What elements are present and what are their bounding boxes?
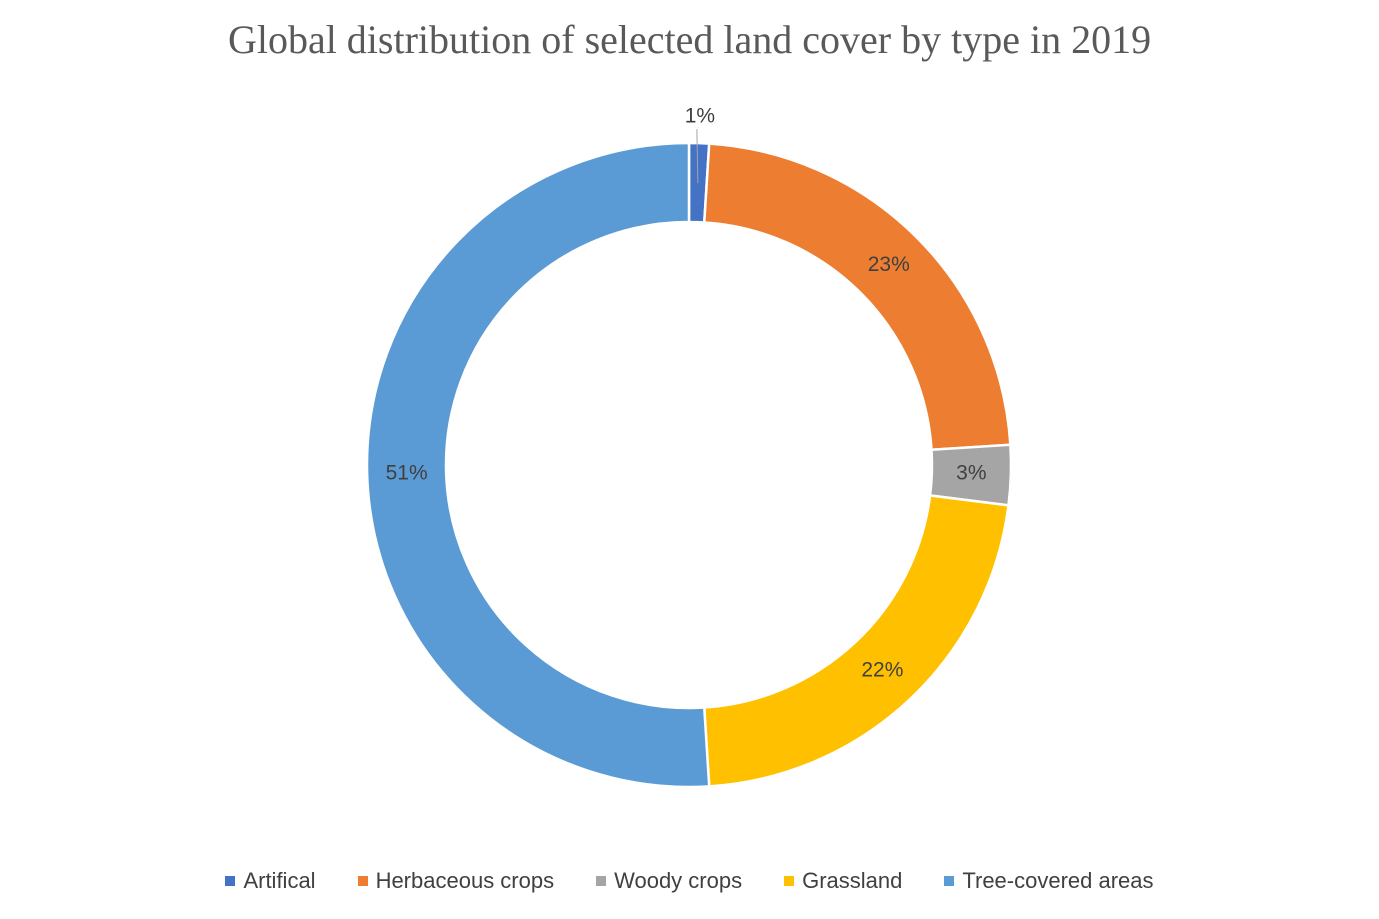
donut-slice-5 (365, 141, 711, 789)
legend-item-4: Grassland (784, 868, 902, 894)
legend-label-3: Woody crops (614, 868, 743, 893)
legend-swatch-5 (944, 876, 955, 886)
legend-label-1: Artifical (243, 868, 316, 893)
data-label-2: 23% (868, 253, 910, 276)
legend-swatch-2 (357, 876, 368, 886)
donut-slice-4 (702, 494, 1010, 788)
legend-item-5: Tree-covered areas (944, 868, 1154, 894)
legend: Artifical Herbaceous crops Woody crops Gras… (0, 868, 1379, 894)
legend-swatch-1 (225, 876, 236, 886)
data-label-3: 3% (956, 461, 986, 484)
legend-swatch-3 (596, 876, 607, 886)
legend-label-2: Herbaceous crops (375, 868, 555, 893)
donut-slice-2 (702, 142, 1012, 452)
data-label-4: 22% (861, 658, 903, 681)
legend-item-1: Artifical (225, 868, 316, 894)
legend-label-5: Tree-covered areas (962, 868, 1154, 893)
legend-label-4: Grassland (802, 868, 903, 893)
legend-item-3: Woody crops (596, 868, 742, 894)
data-label-1: 1% (685, 105, 715, 128)
legend-item-2: Herbaceous crops (357, 868, 555, 894)
leader-line-1 (696, 129, 699, 184)
chart-title: Global distribution of selected land cov… (227, 17, 1152, 62)
legend-swatch-4 (784, 876, 795, 886)
data-label-5: 51% (386, 461, 428, 484)
